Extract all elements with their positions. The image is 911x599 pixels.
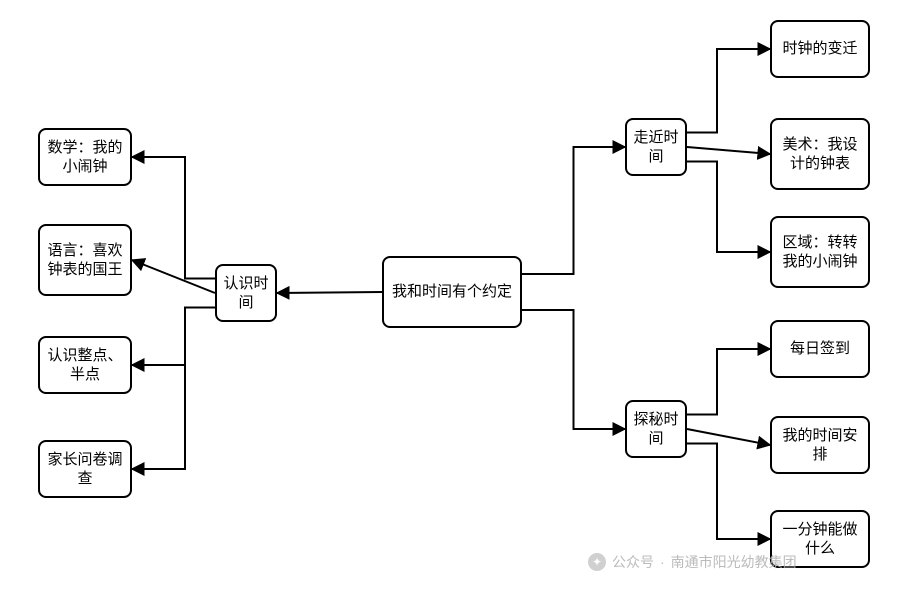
node-rt3: 区域：转转我的小闹钟 bbox=[770, 216, 870, 288]
node-l2: 语言：喜欢钟表的国王 bbox=[38, 224, 132, 296]
node-rt2: 美术：我设计的钟表 bbox=[770, 118, 870, 190]
edge-left_hub-l1 bbox=[132, 157, 215, 279]
edge-center-r_bot_hub bbox=[522, 310, 625, 429]
node-center: 我和时间有个约定 bbox=[382, 256, 522, 328]
watermark-account: 南通市阳光幼教集团 bbox=[671, 552, 797, 572]
edge-left_hub-l4 bbox=[132, 308, 215, 470]
node-left_hub: 认识时间 bbox=[215, 264, 277, 322]
edge-r_bot_hub-rb2 bbox=[687, 429, 770, 445]
wechat-icon: ✦ bbox=[588, 553, 606, 571]
node-l1: 数学：我的小闹钟 bbox=[38, 128, 132, 186]
node-l3: 认识整点、半点 bbox=[38, 336, 132, 394]
edge-r_top_hub-rt1 bbox=[687, 49, 770, 133]
edge-center-r_top_hub bbox=[522, 147, 625, 274]
watermark-sep: · bbox=[660, 554, 665, 570]
node-r_bot_hub: 探秘时间 bbox=[625, 400, 687, 458]
node-r_top_hub: 走近时间 bbox=[625, 118, 687, 176]
node-rb2: 我的时间安排 bbox=[770, 416, 870, 474]
node-l4: 家长问卷调查 bbox=[38, 440, 132, 498]
edge-r_bot_hub-rb1 bbox=[687, 349, 770, 415]
edge-center-left_hub bbox=[277, 292, 382, 293]
edge-left_hub-l3 bbox=[132, 308, 215, 366]
node-rb1: 每日签到 bbox=[770, 320, 870, 378]
edge-r_top_hub-rt3 bbox=[687, 162, 770, 253]
watermark-prefix: 公众号 bbox=[612, 552, 654, 572]
edge-left_hub-l2 bbox=[132, 260, 215, 293]
node-rt1: 时钟的变迁 bbox=[770, 20, 870, 78]
edge-r_bot_hub-rb3 bbox=[687, 444, 770, 540]
wechat-watermark: ✦ 公众号 · 南通市阳光幼教集团 bbox=[588, 552, 797, 572]
edge-r_top_hub-rt2 bbox=[687, 147, 770, 154]
